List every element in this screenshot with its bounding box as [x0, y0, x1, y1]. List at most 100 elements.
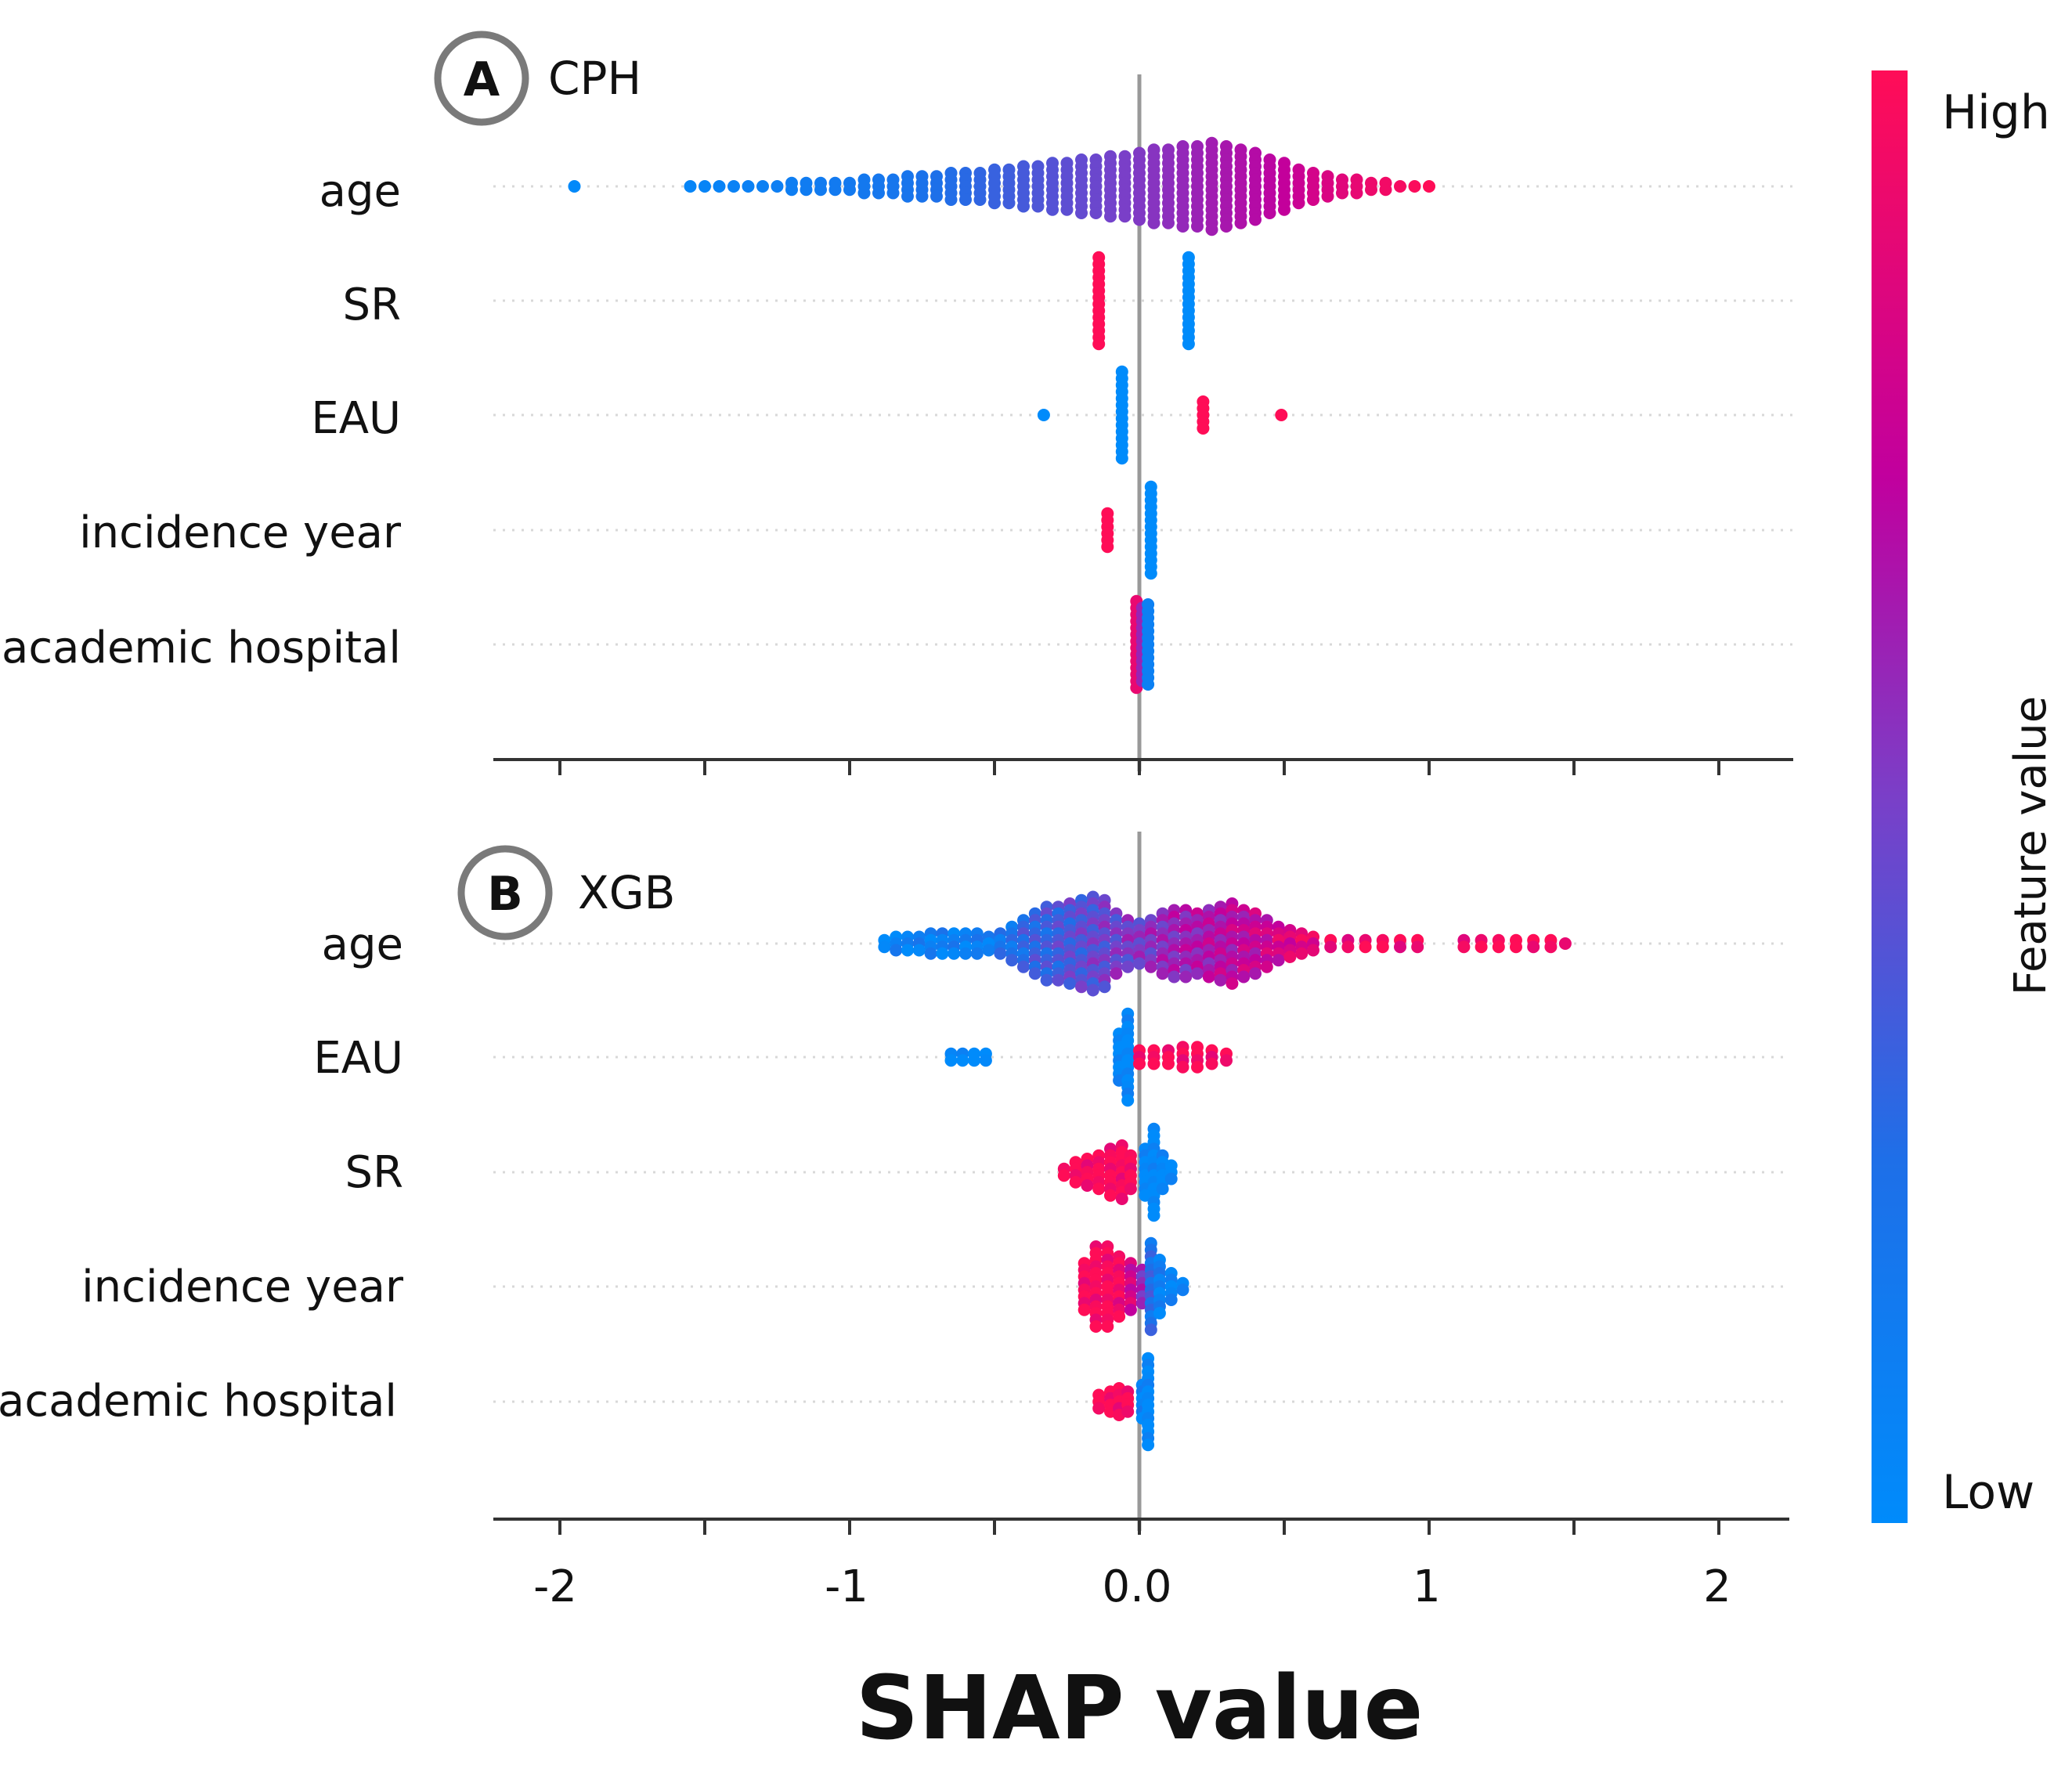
shap-point: [1139, 1189, 1152, 1202]
feature-label: EAU: [311, 393, 401, 444]
feature-label: academic hospital: [0, 1376, 397, 1427]
shap-point: [1153, 1307, 1166, 1319]
shap-point: [1510, 940, 1522, 954]
colorbar-gradient: [1872, 70, 1908, 1523]
feature-label: SR: [345, 1147, 403, 1198]
shap-point: [1092, 337, 1106, 351]
shap-point: [1176, 1283, 1189, 1297]
shap-point: [988, 197, 1001, 210]
feature-dots: [1057, 1122, 1178, 1222]
shap-point: [1191, 1060, 1204, 1074]
shap-point: [1237, 970, 1251, 984]
shap-point: [1220, 220, 1233, 233]
shap-point: [1046, 203, 1059, 216]
shap-point: [727, 180, 740, 193]
shap-point: [1135, 1297, 1149, 1310]
panel-badge-letter: A: [464, 52, 500, 107]
shap-point: [1558, 937, 1572, 950]
shap-point: [1052, 973, 1065, 987]
shap-point: [1249, 213, 1262, 226]
shap-point: [1092, 1182, 1106, 1196]
shap-point: [924, 947, 937, 960]
shap-point: [1002, 197, 1016, 210]
shap-point: [1336, 186, 1348, 200]
panel-model-label: XGB: [578, 866, 675, 919]
shap-point: [1408, 180, 1421, 193]
shap-point: [568, 180, 581, 193]
shap-point: [698, 180, 711, 193]
shap-point: [1133, 213, 1146, 226]
shap-point: [1156, 1182, 1169, 1196]
x-axis-title: SHAP value: [856, 1658, 1424, 1760]
shap-point: [1162, 216, 1175, 229]
shap-point: [912, 944, 926, 957]
shap-point: [1089, 207, 1103, 219]
shap-point: [1156, 967, 1169, 980]
shap-point: [1350, 186, 1363, 200]
shap-point: [1249, 967, 1262, 980]
shap-point: [1147, 1057, 1161, 1070]
shap-point: [1379, 183, 1392, 197]
shap-point: [1144, 1323, 1157, 1337]
shap-point: [1147, 216, 1161, 229]
shap-point: [1272, 954, 1285, 967]
shap-point: [1037, 409, 1050, 421]
shap-point: [1324, 940, 1337, 954]
shap-point: [1176, 220, 1189, 233]
shap-point: [1124, 1303, 1137, 1316]
shap-point: [1086, 984, 1099, 997]
shap-point: [1162, 1057, 1175, 1070]
shap-point: [979, 1054, 992, 1067]
shap-point: [890, 944, 903, 957]
shap-point: [872, 186, 885, 200]
feature-label: incidence year: [81, 1261, 404, 1312]
feature-label: EAU: [313, 1033, 403, 1084]
x-tick-label: 2: [1703, 1561, 1731, 1612]
shap-point: [1365, 183, 1377, 197]
shap-point: [1005, 954, 1019, 967]
shap-point: [1092, 1402, 1106, 1415]
shap-point: [936, 947, 949, 960]
shap-point: [857, 186, 871, 200]
shap-point: [973, 193, 987, 206]
shap-point: [1492, 940, 1505, 954]
shap-point: [1307, 944, 1319, 957]
x-tick-label: -2: [533, 1561, 577, 1612]
shap-point: [959, 947, 972, 960]
shap-point: [1260, 960, 1273, 973]
shap-point: [1113, 1074, 1126, 1087]
shap-point: [843, 183, 856, 197]
shap-point: [1197, 422, 1210, 435]
feature-label: academic hospital: [2, 623, 401, 673]
shap-point: [956, 1054, 969, 1067]
shap-point: [1164, 1172, 1178, 1186]
shap-point: [1147, 1209, 1161, 1222]
shap-point: [1205, 223, 1218, 236]
shap-point: [1205, 1057, 1218, 1070]
feature-dots: [944, 1007, 1233, 1107]
shap-point: [944, 193, 958, 206]
shap-point: [1017, 960, 1030, 973]
shap-point: [982, 944, 995, 957]
shap-point: [785, 183, 798, 197]
colorbar-high-label: High: [1942, 85, 2050, 140]
shap-point: [1133, 957, 1146, 970]
colorbar-low-label: Low: [1942, 1465, 2034, 1520]
shap-point: [1121, 960, 1135, 973]
shap-point: [1075, 980, 1088, 994]
feature-dots: [1092, 251, 1195, 351]
shap-point: [1104, 210, 1117, 223]
panel-model-label: CPH: [548, 52, 641, 105]
shap-point: [1226, 977, 1239, 990]
feature-dots: [878, 890, 1572, 997]
shap-point: [1168, 970, 1181, 984]
shap-point: [1283, 951, 1297, 963]
feature-dots: [1130, 594, 1155, 695]
shap-point: [1359, 940, 1372, 954]
shap-point: [1115, 1193, 1128, 1205]
shap-point: [959, 193, 972, 206]
shap-point: [1263, 207, 1276, 219]
shap-point: [828, 183, 842, 197]
shap-point: [1202, 970, 1215, 984]
